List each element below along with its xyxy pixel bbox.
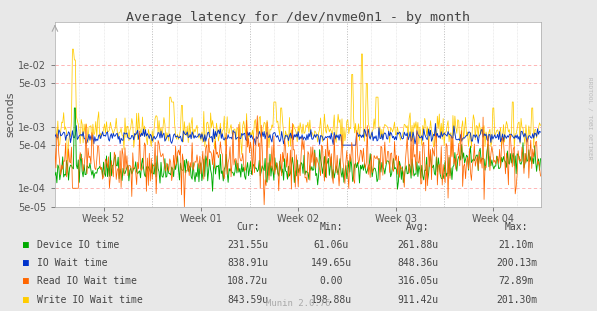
- Text: RRDTOOL / TOBI OETIKER: RRDTOOL / TOBI OETIKER: [588, 77, 593, 160]
- Text: Min:: Min:: [319, 222, 343, 232]
- Text: ■: ■: [23, 295, 29, 304]
- Text: 72.89m: 72.89m: [498, 276, 534, 286]
- Text: Device IO time: Device IO time: [37, 240, 119, 250]
- Text: Avg:: Avg:: [406, 222, 430, 232]
- Text: Average latency for /dev/nvme0n1 - by month: Average latency for /dev/nvme0n1 - by mo…: [127, 11, 470, 24]
- Text: ■: ■: [23, 258, 29, 268]
- Text: 316.05u: 316.05u: [398, 276, 438, 286]
- Text: Cur:: Cur:: [236, 222, 260, 232]
- Text: 21.10m: 21.10m: [498, 240, 534, 250]
- Text: 848.36u: 848.36u: [398, 258, 438, 268]
- Text: 911.42u: 911.42u: [398, 295, 438, 304]
- Text: 61.06u: 61.06u: [313, 240, 349, 250]
- Text: 0.00: 0.00: [319, 276, 343, 286]
- Text: 201.30m: 201.30m: [496, 295, 537, 304]
- Text: ■: ■: [23, 276, 29, 286]
- Text: ■: ■: [23, 240, 29, 250]
- Text: Read IO Wait time: Read IO Wait time: [37, 276, 137, 286]
- Text: IO Wait time: IO Wait time: [37, 258, 107, 268]
- Text: 198.88u: 198.88u: [311, 295, 352, 304]
- Text: 200.13m: 200.13m: [496, 258, 537, 268]
- Text: Write IO Wait time: Write IO Wait time: [37, 295, 143, 304]
- Text: 231.55u: 231.55u: [227, 240, 268, 250]
- Text: 261.88u: 261.88u: [398, 240, 438, 250]
- Text: Munin 2.0.76: Munin 2.0.76: [266, 299, 331, 308]
- Text: 838.91u: 838.91u: [227, 258, 268, 268]
- Y-axis label: seconds: seconds: [5, 91, 15, 137]
- Text: 149.65u: 149.65u: [311, 258, 352, 268]
- Text: Max:: Max:: [504, 222, 528, 232]
- Text: 108.72u: 108.72u: [227, 276, 268, 286]
- Text: 843.59u: 843.59u: [227, 295, 268, 304]
